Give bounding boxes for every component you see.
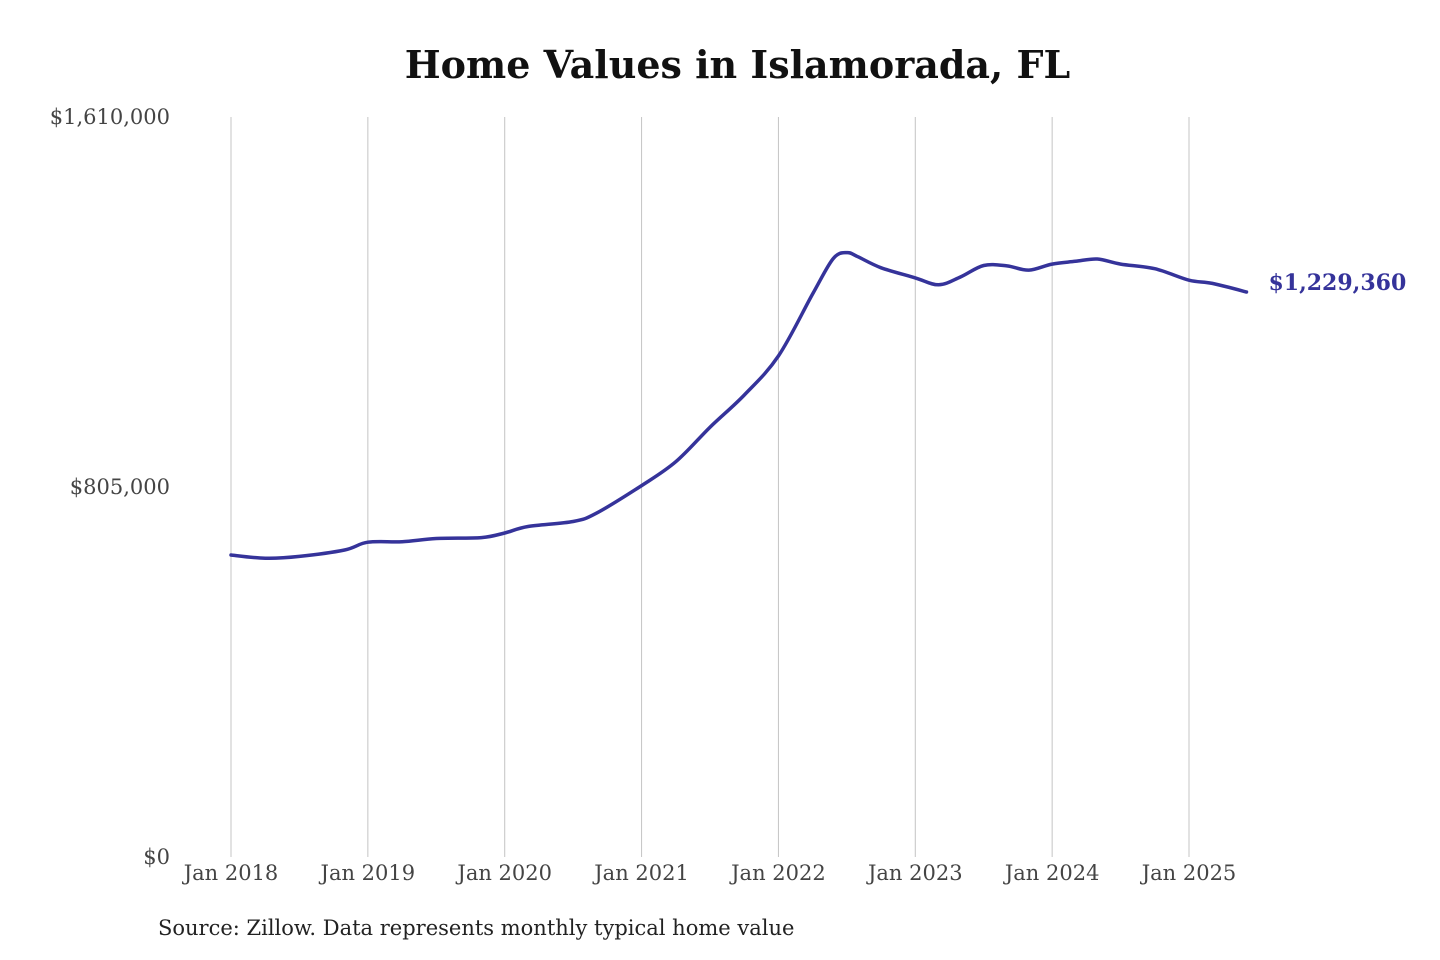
x-tick-label: Jan 2020: [455, 861, 552, 885]
x-tick-label: Jan 2023: [866, 861, 963, 885]
series-line: [229, 250, 1249, 561]
x-tick-label: Jan 2019: [319, 861, 416, 885]
y-tick-label: $0: [143, 845, 170, 869]
line-chart: $0$805,000$1,610,000 Jan 2018 Jan 2019 Jan…: [50, 105, 1407, 885]
x-axis-labels: Jan 2018 Jan 2019 Jan 2020 Jan 2021 Jan 2022…: [182, 861, 1237, 885]
x-tick-label: Jan 2022: [729, 861, 826, 885]
end-value-label: $1,229,360: [1268, 270, 1406, 296]
source-note: Source: Zillow. Data represents monthly …: [158, 916, 795, 940]
gridlines: [230, 117, 1190, 857]
y-tick-label: $1,610,000: [50, 105, 170, 129]
x-tick-label: Jan 2025: [1140, 861, 1237, 885]
x-tick-label: Jan 2018: [182, 861, 279, 885]
y-tick-label: $805,000: [70, 475, 170, 499]
y-axis-labels: $0 $805,000 $1,610,000: [50, 105, 170, 869]
x-tick-label: Jan 2021: [592, 861, 689, 885]
x-tick-label: Jan 2024: [1003, 861, 1100, 885]
series-layer: $1,229,360: [229, 250, 1406, 561]
chart-title: Home Values in Islamorada, FL: [404, 42, 1071, 87]
